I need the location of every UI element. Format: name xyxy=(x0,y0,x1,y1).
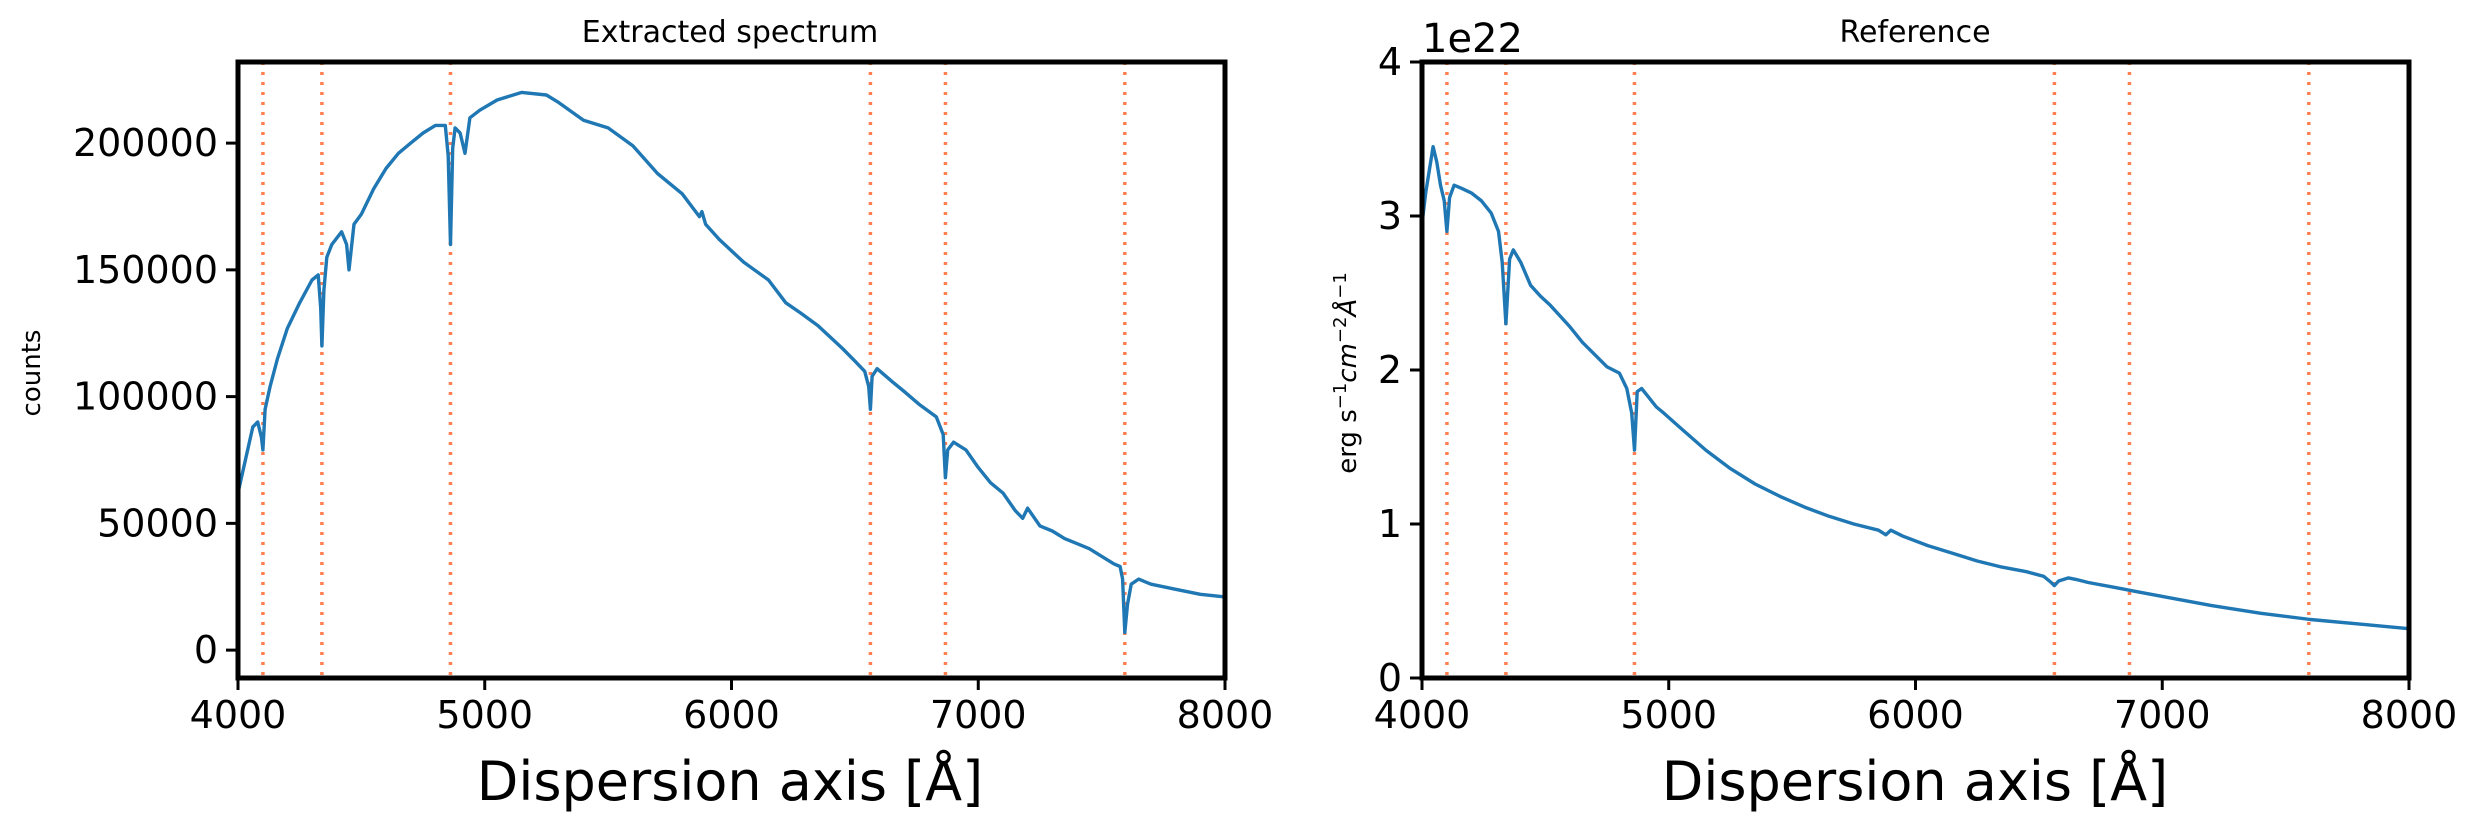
axis-ticks: 4000 5000 6000 7000 8000 0 1 2 3 4 xyxy=(1374,40,2458,737)
reference-lines xyxy=(1445,62,2311,678)
y-tick-label: 150000 xyxy=(73,248,218,292)
y-tick-label: 50000 xyxy=(97,501,218,545)
reference-lines xyxy=(261,62,1127,678)
x-axis-label: Dispersion axis [Å] xyxy=(477,749,983,813)
x-axis-label: Dispersion axis [Å] xyxy=(1662,749,2168,813)
reference-panel: Reference 4000 5000 6000 7000 8000 0 1 2 3 4 1e22… xyxy=(1330,15,2458,813)
axes-frame xyxy=(1419,59,2412,681)
x-tick-label: 5000 xyxy=(1620,693,1717,737)
y-tick-label: 100000 xyxy=(73,375,218,419)
y-tick-label: 2 xyxy=(1378,348,1402,392)
x-tick-label: 6000 xyxy=(683,693,780,737)
y-tick-label: 0 xyxy=(1378,656,1402,700)
y-tick-label: 3 xyxy=(1378,194,1402,238)
y-axis-label: counts xyxy=(17,330,47,417)
chart-title: Reference xyxy=(1839,15,1990,50)
ylabel-unit: cm xyxy=(1333,343,1363,383)
x-tick-label: 4000 xyxy=(1374,693,1471,737)
extracted-spectrum-panel: Extracted spectrum 4000 5000 6000 7000 8000 0… xyxy=(17,15,1273,813)
series-line-spectrum xyxy=(236,90,1226,635)
x-tick-label: 4000 xyxy=(190,693,287,737)
ylabel-exponent: −1 xyxy=(1330,383,1351,410)
y-tick-label: 0 xyxy=(194,628,218,672)
chart-title: Extracted spectrum xyxy=(582,15,878,50)
axis-offset-label: 1e22 xyxy=(1422,16,1523,62)
x-tick-label: 7000 xyxy=(2114,693,2211,737)
y-tick-label: 1 xyxy=(1378,502,1402,546)
x-tick-label: 6000 xyxy=(1867,693,1964,737)
ylabel-unit: erg s xyxy=(1333,409,1363,474)
ylabel-exponent: −2 xyxy=(1330,317,1351,344)
x-tick-label: 8000 xyxy=(1177,693,1274,737)
axes-frame xyxy=(235,59,1228,681)
x-tick-label: 5000 xyxy=(436,693,533,737)
ylabel-unit: Å xyxy=(1331,299,1363,319)
y-tick-label: 200000 xyxy=(73,121,218,165)
series-line-reference xyxy=(1420,145,2410,631)
x-tick-label: 8000 xyxy=(2361,693,2458,737)
y-axis-label: erg s−1cm−2Å−1 xyxy=(1330,272,1364,474)
y-tick-label: 4 xyxy=(1378,40,1402,84)
axis-ticks: 4000 5000 6000 7000 8000 0 50000 100000 150000 20… xyxy=(73,121,1273,737)
ylabel-exponent: −1 xyxy=(1330,272,1351,299)
x-tick-label: 7000 xyxy=(930,693,1027,737)
